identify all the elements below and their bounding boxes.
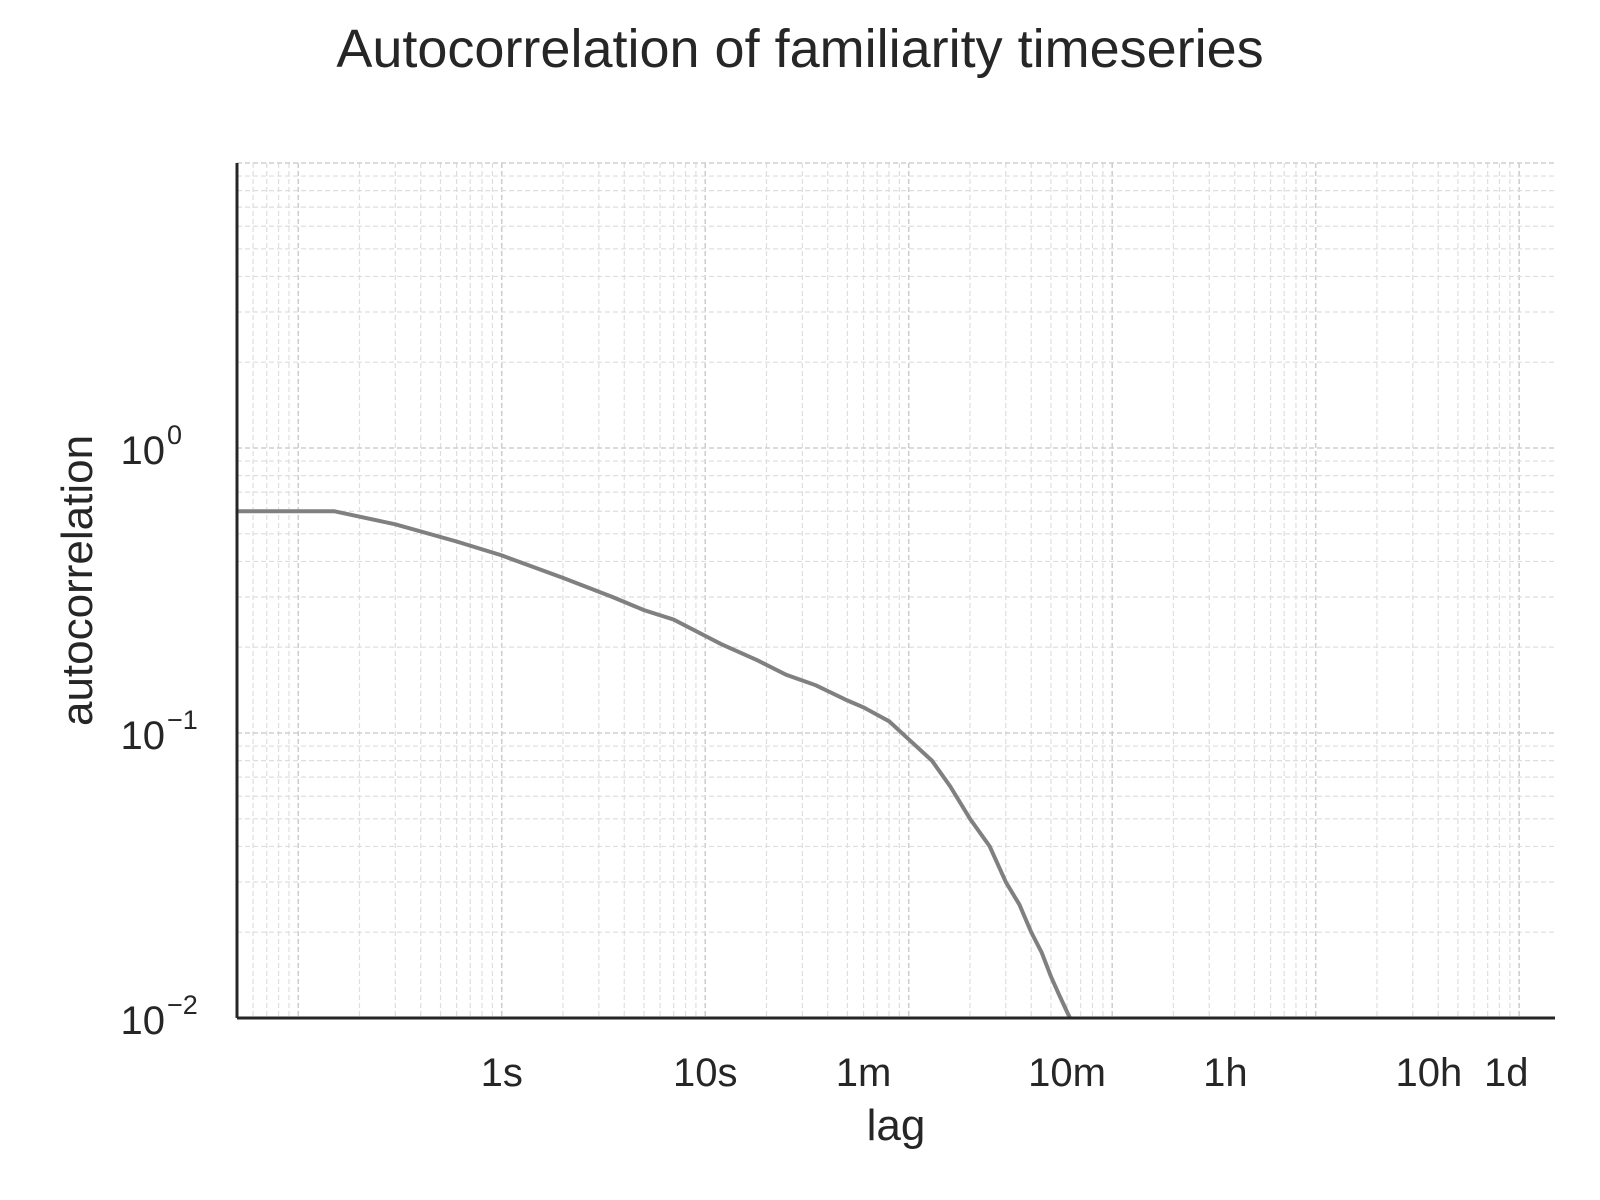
x-tick-labels: 1s 10s 1m 10m 1h 10h 1d [481, 1051, 1529, 1095]
chart-title: Autocorrelation of familiarity timeserie… [336, 19, 1264, 79]
x-tick-label: 10h [1396, 1051, 1463, 1095]
x-axis-label: lag [867, 1101, 926, 1150]
x-tick-label: 1m [836, 1051, 892, 1095]
x-tick-label: 1h [1203, 1051, 1248, 1095]
x-tick-label: 10s [673, 1051, 738, 1095]
x-tick-label: 1d [1484, 1051, 1529, 1095]
grid-lines [236, 162, 1555, 1019]
y-tick-label: 10 [121, 714, 166, 758]
y-tick-exponent: −1 [167, 705, 198, 735]
y-axis-label: autocorrelation [53, 435, 102, 726]
y-tick-label: 10 [121, 429, 166, 473]
y-tick-exponent: −2 [167, 990, 198, 1020]
autocorrelation-line [237, 509, 1072, 1019]
x-tick-label: 1s [481, 1051, 523, 1095]
y-tick-label: 10 [121, 999, 166, 1043]
y-tick-exponent: 0 [167, 420, 182, 450]
x-tick-label: 10m [1028, 1051, 1106, 1095]
